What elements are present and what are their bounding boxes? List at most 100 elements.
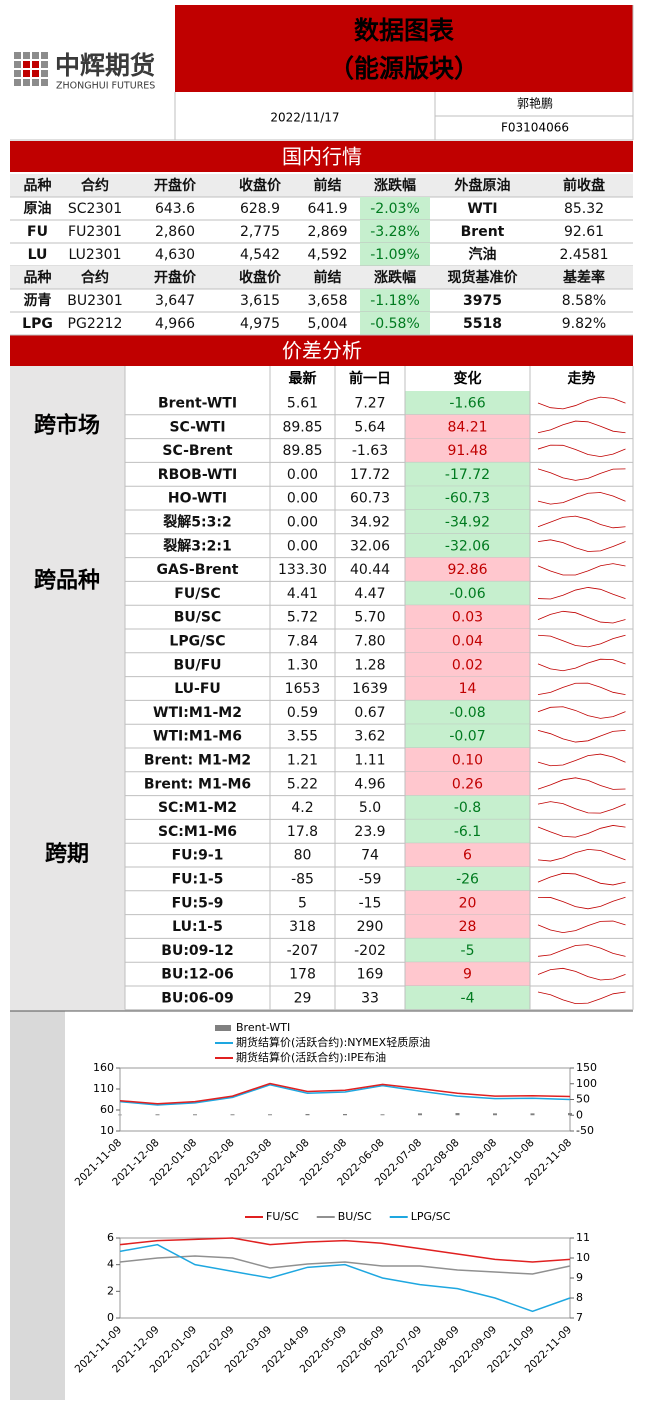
cell: 40.44	[350, 562, 390, 578]
column-header: 品种	[24, 177, 52, 194]
cell: 7.80	[354, 634, 385, 650]
group-label: 跨期	[45, 842, 89, 867]
row-label: SC:M1-M2	[158, 800, 237, 816]
change-cell	[405, 771, 530, 796]
cell: 1.28	[354, 657, 385, 673]
cell: 6	[463, 848, 472, 864]
title: 数据图表	[354, 16, 455, 45]
cell: 23.9	[354, 824, 385, 840]
change-cell	[360, 243, 430, 266]
cell: 92.61	[564, 224, 604, 240]
cell: 84.21	[447, 419, 487, 435]
column-header: 涨跌幅	[374, 269, 416, 286]
cell: 1.11	[354, 753, 385, 769]
sparkline	[537, 920, 626, 933]
change-cell	[405, 914, 530, 939]
legend-label: FU/SC	[266, 1210, 299, 1223]
cell: 5.70	[354, 610, 385, 626]
cell: 0.00	[287, 515, 318, 531]
series-line	[119, 1084, 571, 1106]
cell: 1.30	[287, 657, 318, 673]
y-tick-label: 4	[107, 1258, 114, 1271]
cell: -202	[354, 943, 386, 959]
change-cell	[405, 510, 530, 534]
cell: 17.72	[350, 467, 390, 483]
series-line	[119, 1255, 571, 1275]
cell: 3.55	[287, 729, 318, 745]
bar	[155, 1114, 160, 1116]
cell: 3,647	[155, 293, 195, 309]
column-header: 前收盘	[563, 177, 605, 194]
cell: -0.08	[449, 705, 485, 721]
cell: 0.10	[452, 753, 483, 769]
row-label: FU:9-1	[172, 848, 224, 864]
change-cell	[405, 795, 530, 820]
chart-side	[10, 1011, 65, 1400]
y2-tick-label: 150	[576, 1061, 597, 1074]
cell: -59	[359, 872, 382, 888]
cell: 4.47	[354, 586, 385, 602]
group-column	[10, 366, 125, 1011]
cell: 4,542	[240, 247, 280, 263]
cell: 沥青	[24, 292, 52, 309]
change-cell	[405, 652, 530, 677]
row-label: 裂解5:3:2	[162, 514, 231, 531]
row-label: Brent: M1-M6	[144, 776, 251, 792]
bar	[493, 1113, 497, 1116]
bar	[343, 1113, 347, 1116]
bar	[568, 1113, 572, 1116]
cell: -1.18%	[370, 293, 420, 309]
cell: PG2212	[68, 316, 123, 332]
change-cell	[405, 629, 530, 653]
bar	[193, 1114, 197, 1116]
sparkline	[537, 872, 626, 886]
cell: -60.73	[445, 491, 490, 507]
cell: 2.4581	[560, 247, 609, 263]
cell: 643.6	[155, 201, 195, 217]
column-header: 基差率	[563, 269, 605, 286]
cell: 29	[294, 991, 312, 1007]
cell: 1.21	[287, 753, 318, 769]
cell: 9.82%	[562, 316, 606, 332]
sparkline	[537, 777, 626, 790]
cell: 0.03	[452, 610, 483, 626]
section-bar	[10, 335, 633, 366]
cell: 318	[289, 919, 316, 935]
row-label: BU:09-12	[161, 943, 233, 959]
cell: 85.32	[564, 201, 604, 217]
row-label: HO-WTI	[168, 491, 227, 507]
cell: 4,592	[307, 247, 347, 263]
change-cell	[405, 890, 530, 915]
change-cell	[360, 312, 430, 335]
cell: 0.02	[452, 657, 483, 673]
sparkline	[537, 848, 626, 862]
bar	[305, 1113, 310, 1116]
cell: 92.86	[447, 562, 487, 578]
cell: 3975	[463, 293, 502, 309]
change-cell	[405, 462, 530, 487]
sparkline	[537, 825, 626, 838]
cell: 5518	[463, 316, 502, 332]
cell: 5.72	[287, 610, 318, 626]
cell: WTI	[467, 201, 497, 217]
logo-cn: 中辉期货	[55, 51, 155, 80]
cell: 14	[459, 681, 477, 697]
change-cell	[405, 938, 530, 963]
section-title: 国内行情	[282, 145, 362, 169]
change-cell	[405, 986, 530, 1010]
cell: -1.09%	[370, 247, 420, 263]
cell: -34.92	[445, 515, 490, 531]
change-cell	[405, 438, 530, 463]
section-bar	[10, 141, 633, 172]
cell: 2,860	[155, 224, 195, 240]
row-label: SC:M1-M6	[158, 824, 237, 840]
sparkline	[537, 634, 626, 648]
column-header: 现货基准价	[448, 269, 519, 286]
cell: 0.67	[354, 705, 385, 721]
legend-label: Brent-WTI	[236, 1021, 290, 1034]
y-tick-label: 0	[107, 1311, 114, 1324]
y-tick-label: 10	[100, 1124, 114, 1137]
row-label: BU:06-09	[161, 991, 233, 1007]
row-label: 裂解3:2:1	[162, 537, 231, 554]
cell: 169	[357, 967, 384, 983]
